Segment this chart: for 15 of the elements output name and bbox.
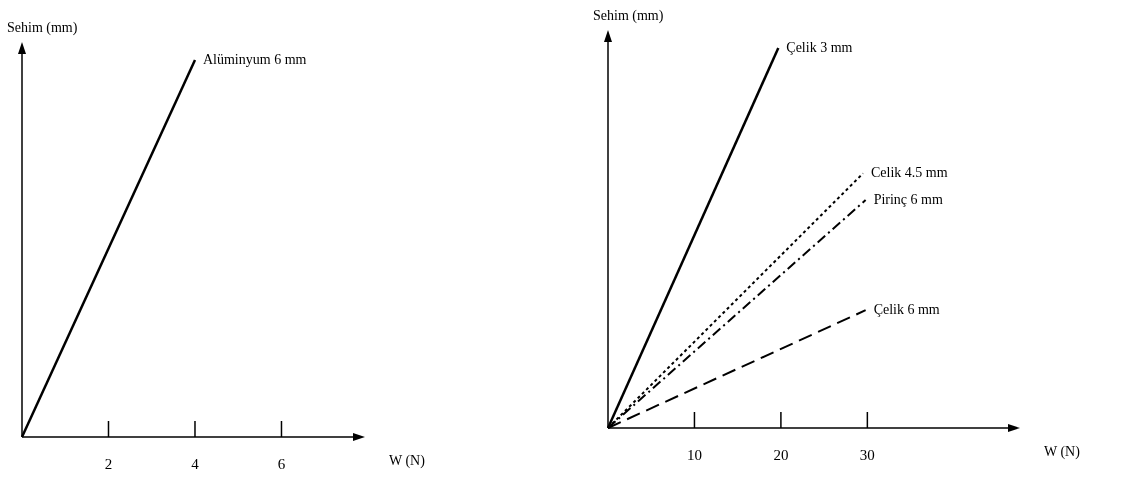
x-tick-label: 20: [773, 447, 789, 463]
series-label: Alüminyum 6 mm: [202, 52, 307, 67]
x-tick-label: 4: [191, 456, 200, 472]
series-label: Celik 4.5 mm: [871, 165, 948, 181]
x-tick-label: 30: [859, 447, 875, 463]
x-axis-title: W (N): [1044, 444, 1081, 460]
x-axis-title: W (N): [389, 453, 426, 469]
x-tick-label: 6: [277, 456, 286, 472]
series-label: Çelik 3 mm: [786, 40, 853, 55]
x-tick-label: 10: [686, 447, 702, 463]
series-label: Çelik 6 mm: [873, 302, 940, 318]
y-axis-title: Sehim (mm): [7, 20, 78, 36]
x-tick-label: 2: [104, 456, 113, 472]
series-label: Pirinç 6 mm: [873, 192, 943, 207]
y-axis-title: Sehim (mm): [593, 8, 664, 24]
